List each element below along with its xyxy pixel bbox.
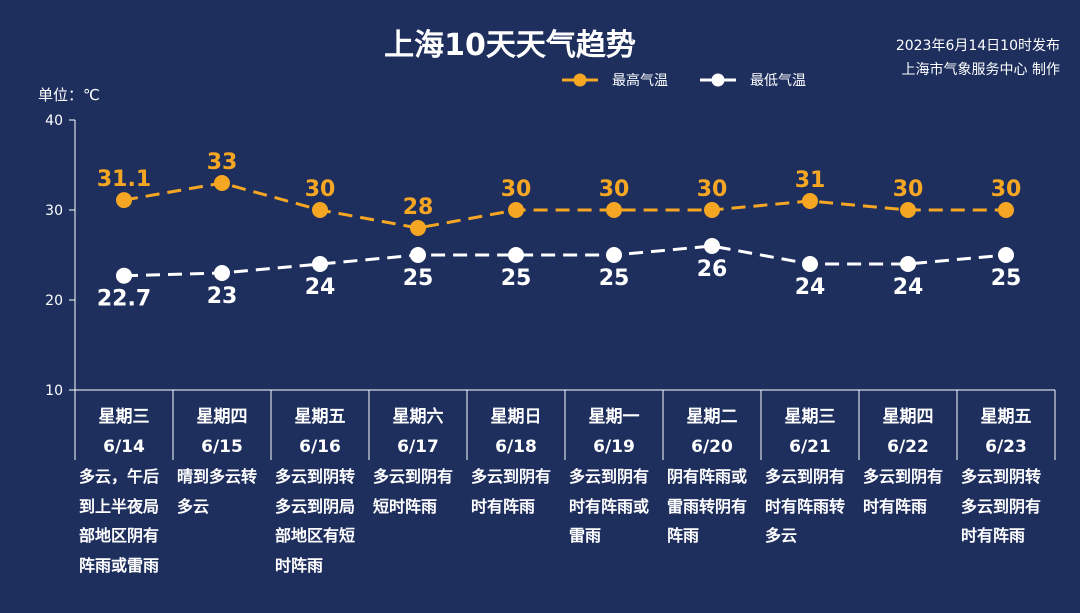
- date-label: 6/23: [985, 437, 1027, 457]
- high-temp-label: 30: [697, 177, 728, 202]
- low-temp-label: 25: [501, 266, 532, 291]
- weather-condition: 多云到阴有时有阵雨或雷雨: [569, 467, 650, 545]
- legend-marker-high-icon: [562, 73, 598, 87]
- legend-marker-low-icon: [700, 73, 736, 87]
- low-temp-point: [704, 238, 720, 254]
- high-temp-label: 28: [403, 195, 434, 220]
- weekday-label: 星期二: [687, 407, 738, 427]
- high-temp-point: [802, 193, 818, 209]
- low-temp-label: 25: [403, 266, 434, 291]
- low-temp-label: 25: [599, 266, 630, 291]
- weekday-label: 星期五: [981, 407, 1032, 427]
- legend-label-high: 最高气温: [612, 73, 668, 89]
- low-temp-point: [116, 267, 132, 284]
- unit-label: 单位：℃: [38, 86, 100, 104]
- low-temp-point: [606, 247, 622, 263]
- high-temp-point: [410, 220, 426, 236]
- weather-condition: 多云到阴转多云到阴有时有阵雨: [961, 467, 1042, 545]
- high-temp-label: 30: [893, 177, 924, 202]
- date-label: 6/16: [299, 437, 341, 457]
- weather-condition: 多云，午后到上半夜局部地区阴有阵雨或雷雨: [79, 467, 160, 575]
- weather-condition: 多云到阴有时有阵雨: [863, 467, 944, 516]
- high-temp-label: 30: [599, 177, 630, 202]
- high-temp-label: 31: [795, 168, 826, 193]
- weekday-label: 星期一: [589, 407, 640, 427]
- date-label: 6/14: [103, 437, 145, 457]
- low-temp-point: [214, 265, 230, 281]
- weather-condition: 多云到阴有短时阵雨: [373, 467, 454, 516]
- high-temp-point: [998, 202, 1014, 218]
- weather-condition: 阴有阵雨或雷雨转阴有阵雨: [667, 467, 748, 545]
- high-temp-label: 30: [501, 177, 532, 202]
- date-label: 6/19: [593, 437, 635, 457]
- high-temp-label: 33: [207, 150, 238, 175]
- low-temp-point: [802, 256, 818, 272]
- low-temp-line: [123, 244, 1007, 278]
- high-temp-label: 30: [305, 177, 336, 202]
- low-temp-label: 25: [991, 266, 1022, 291]
- low-temp-point: [312, 256, 328, 272]
- low-temp-label: 24: [795, 275, 826, 300]
- weather-condition: 多云到阴有时有阵雨: [471, 467, 552, 516]
- high-temp-point: [116, 192, 132, 209]
- weekday-label: 星期四: [883, 407, 934, 427]
- low-temp-point: [900, 256, 916, 272]
- date-label: 6/18: [495, 437, 537, 457]
- high-temp-point: [508, 202, 524, 218]
- date-label: 6/15: [201, 437, 243, 457]
- weekday-label: 星期五: [295, 407, 346, 427]
- high-temp-label: 30: [991, 177, 1022, 202]
- high-temp-point: [704, 202, 720, 218]
- date-label: 6/20: [691, 437, 733, 457]
- date-label: 6/21: [789, 437, 831, 457]
- y-tick-label: 20: [45, 293, 63, 309]
- high-temp-line: [123, 181, 1006, 230]
- high-temp-point: [312, 202, 328, 218]
- publisher: 上海市气象服务中心 制作: [901, 62, 1060, 78]
- low-temp-label: 26: [697, 257, 728, 282]
- y-tick-label: 10: [45, 383, 63, 399]
- publish-time: 2023年6月14日10时发布: [895, 38, 1060, 54]
- chart-title: 上海10天天气趋势: [384, 28, 636, 63]
- low-temp-label: 22.7: [97, 287, 151, 312]
- weekday-label: 星期三: [785, 407, 836, 427]
- high-temp-point: [606, 202, 622, 218]
- date-label: 6/17: [397, 437, 439, 457]
- publish-info: 2023年6月14日10时发布 上海市气象服务中心 制作: [896, 34, 1060, 82]
- date-label: 6/22: [887, 437, 929, 457]
- weekday-label: 星期日: [491, 407, 542, 427]
- low-temp-point: [410, 247, 426, 263]
- low-temp-label: 23: [207, 284, 238, 309]
- weekday-label: 星期三: [99, 407, 150, 427]
- legend-item-high: 最高气温: [560, 70, 668, 90]
- low-temp-point: [998, 247, 1014, 263]
- y-tick-label: 30: [45, 203, 63, 219]
- weather-condition: 晴到多云转多云: [177, 467, 258, 516]
- weather-condition: 多云到阴转多云到阴局部地区有短时阵雨: [275, 467, 356, 575]
- low-temp-label: 24: [893, 275, 924, 300]
- high-temp-label: 31.1: [97, 167, 151, 192]
- high-temp-point: [214, 175, 230, 191]
- low-temp-point: [508, 247, 524, 263]
- weekday-label: 星期四: [197, 407, 248, 427]
- weekday-label: 星期六: [393, 406, 444, 427]
- legend-label-low: 最低气温: [750, 73, 806, 89]
- legend-item-low: 最低气温: [698, 70, 806, 90]
- high-temp-point: [900, 202, 916, 218]
- low-temp-label: 24: [305, 275, 336, 300]
- legend: 最高气温 最低气温: [560, 70, 836, 90]
- weather-condition: 多云到阴有时有阵雨转多云: [765, 467, 846, 545]
- y-tick-label: 40: [45, 113, 63, 129]
